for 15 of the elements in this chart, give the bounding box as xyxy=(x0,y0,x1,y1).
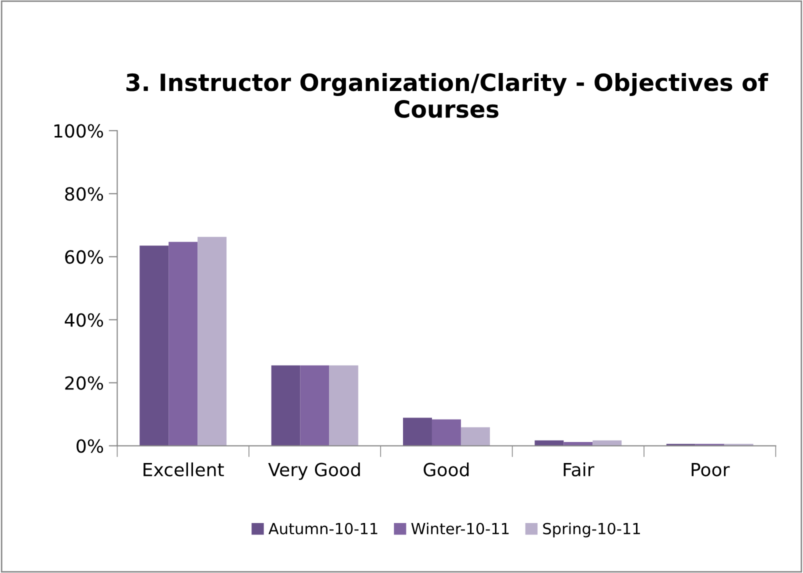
legend-label: Autumn-10-11 xyxy=(268,522,378,534)
x-tick-label: Very Good xyxy=(268,462,360,480)
legend-label: Spring-10-11 xyxy=(543,522,640,538)
x-tick-label: Fair xyxy=(564,462,594,476)
y-tick-label: 100% xyxy=(54,124,104,138)
y-tick-label: 0% xyxy=(76,439,104,453)
y-tick-label: 80% xyxy=(65,187,104,201)
x-tick-label: Poor xyxy=(692,463,730,476)
x-tick-label: Good xyxy=(424,462,469,476)
chart-title: 3. Instructor Organization/Clarity - Objectives of Courses xyxy=(126,73,768,118)
legend-label: Winter-10-11 xyxy=(411,522,509,534)
y-tick-label: 20% xyxy=(65,376,104,390)
y-tick-label: 40% xyxy=(64,313,104,327)
x-tick-label: Excellent xyxy=(144,462,224,476)
y-tick-label: 60% xyxy=(65,250,104,264)
